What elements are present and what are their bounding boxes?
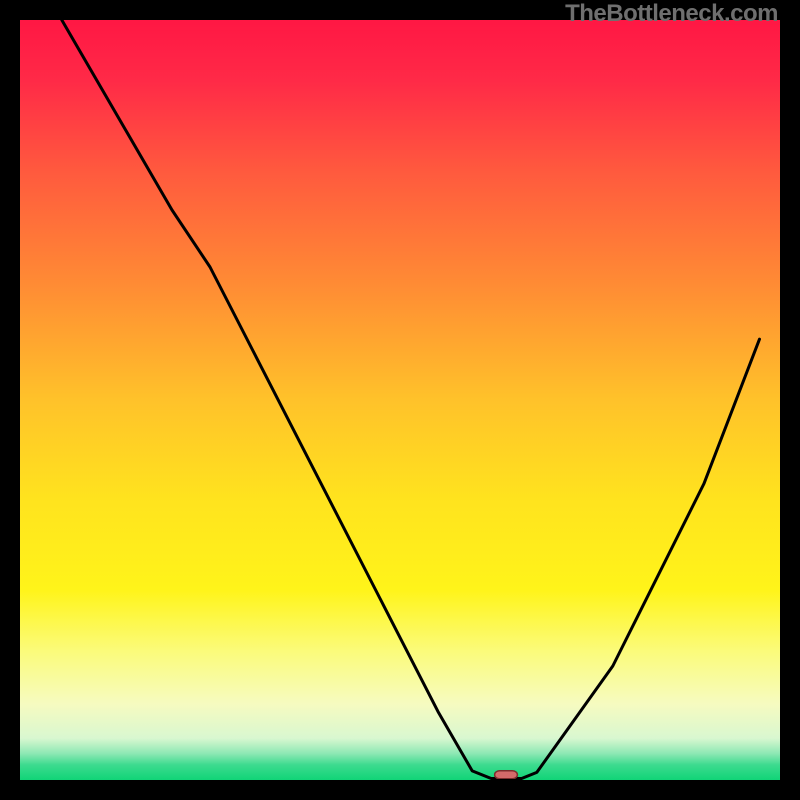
watermark-text: TheBottleneck.com xyxy=(565,0,778,27)
watermark: TheBottleneck.com xyxy=(565,0,778,28)
canvas: TheBottleneck.com xyxy=(0,0,800,800)
chart-frame xyxy=(0,0,800,800)
frame-rect xyxy=(10,10,790,790)
